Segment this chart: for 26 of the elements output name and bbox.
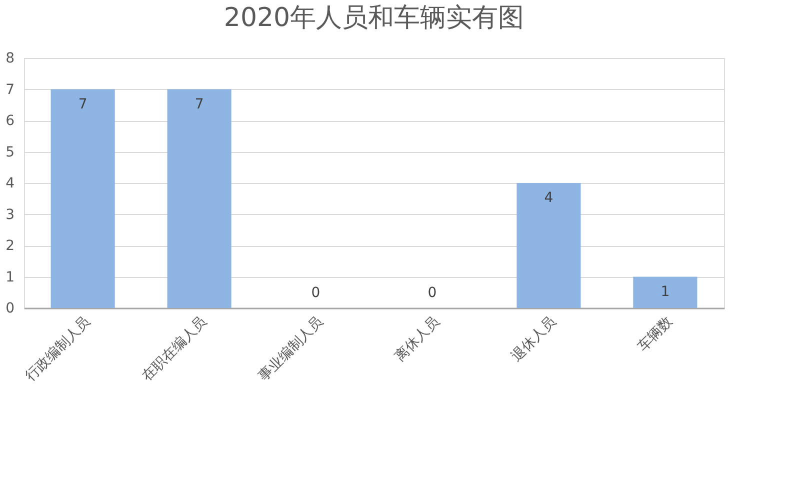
y-tick-label: 2 xyxy=(6,238,14,254)
data-label: 7 xyxy=(78,96,88,112)
x-tick-label: 车辆数 xyxy=(634,314,676,355)
x-tick-label: 在职在编人员 xyxy=(139,314,210,385)
x-tick-label: 退休人员 xyxy=(508,314,560,365)
y-tick-label: 8 xyxy=(6,50,14,66)
x-tick-label: 行政编制人员 xyxy=(22,314,94,385)
y-tick-label: 7 xyxy=(6,82,14,98)
y-tick-label: 5 xyxy=(6,144,14,160)
data-label: 0 xyxy=(311,285,320,301)
chart-title: 2020年人员和车辆实有图 xyxy=(224,3,524,33)
bar xyxy=(516,183,581,308)
x-tick-label: 离休人员 xyxy=(392,314,443,365)
bar xyxy=(633,276,698,308)
bar xyxy=(50,89,115,308)
y-tick-label: 0 xyxy=(6,300,14,316)
data-label: 0 xyxy=(428,285,437,301)
y-tick-label: 4 xyxy=(6,176,15,192)
y-tick-label: 6 xyxy=(6,113,15,129)
data-label: 1 xyxy=(660,284,670,300)
data-label: 4 xyxy=(544,190,554,206)
y-tick-label: 3 xyxy=(6,206,14,223)
y-tick-label: 1 xyxy=(6,269,14,286)
data-label: 7 xyxy=(194,96,204,112)
bar xyxy=(167,89,232,308)
x-tick-label: 事业编制人员 xyxy=(256,314,326,385)
